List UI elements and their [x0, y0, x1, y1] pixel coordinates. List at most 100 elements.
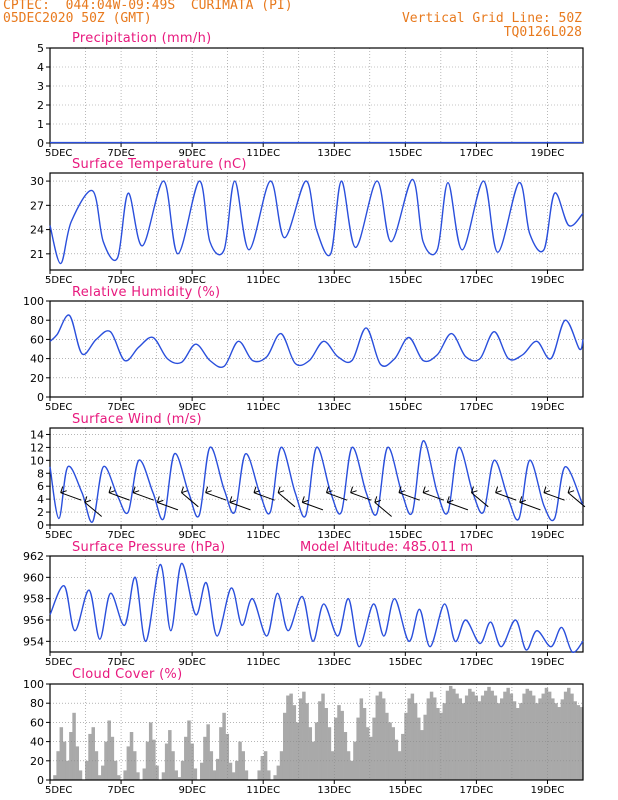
cloud-cover-bar — [203, 736, 207, 780]
cloud-cover-bar — [263, 751, 268, 780]
series-line — [49, 440, 584, 523]
cloud-cover-bar — [295, 722, 300, 780]
cloud-cover-bar — [136, 772, 140, 780]
cloud-cover-bar — [563, 691, 568, 780]
grid-line-note: Vertical Grid Line: 50Z — [401, 11, 582, 26]
series-line — [49, 178, 584, 265]
wind-arrow — [108, 492, 130, 501]
cloud-cover-bar — [289, 693, 293, 780]
x-tick-label: 11DEC — [246, 657, 280, 668]
cloud-cover-bar — [177, 777, 182, 780]
x-tick-label: 15DEC — [388, 402, 422, 413]
wind-arrowhead — [543, 486, 551, 494]
cloud-cover-bar — [222, 712, 226, 780]
cloud-cover-bar — [519, 703, 523, 780]
cloud-cover-bar — [110, 736, 115, 780]
x-tick-label: 17DEC — [460, 657, 494, 668]
cloud-cover-bar — [193, 768, 198, 780]
y-tick-label: 80 — [30, 697, 44, 710]
cloud-cover-bar — [97, 775, 102, 780]
cloud-cover-bar — [314, 722, 319, 780]
cloud-cover-bar — [522, 693, 526, 780]
cloud-cover-bar — [551, 698, 555, 780]
cloud-cover-bar — [484, 690, 488, 780]
cloud-cover-bar — [407, 698, 411, 780]
cloud-cover-bar — [324, 708, 328, 780]
cloud-cover-bar — [126, 746, 131, 780]
wind-arrow — [471, 492, 489, 508]
cloud-cover-bar — [123, 770, 127, 780]
cloud-cover-bar — [62, 741, 67, 780]
x-tick-label: 5DEC — [45, 657, 72, 668]
x-tick-label: 15DEC — [388, 657, 422, 668]
wind-arrow — [277, 492, 296, 508]
wind-arrowhead — [108, 486, 116, 494]
cloud-cover-bar — [212, 770, 217, 780]
panel-frame — [49, 427, 584, 526]
cloud-cover-bar — [576, 705, 581, 780]
cloud-cover-bar — [180, 760, 185, 780]
cloud-cover-bar — [164, 743, 169, 780]
x-tick-label: 7DEC — [107, 530, 134, 541]
x-tick-label: 15DEC — [388, 530, 422, 541]
cloud-cover-bar — [209, 751, 214, 780]
x-tick-label: 13DEC — [317, 402, 351, 413]
cloud-cover-bar — [436, 708, 440, 780]
cloud-cover-bar — [391, 727, 395, 780]
x-tick-label: 7DEC — [107, 657, 134, 668]
cloud-cover-bar — [528, 690, 533, 780]
y-tick-label: 1 — [37, 118, 44, 131]
cloud-cover-bar — [458, 698, 463, 780]
cloud-cover-bar — [464, 695, 469, 780]
cloud-cover-bar — [493, 695, 498, 780]
wind-arrowhead — [519, 496, 526, 503]
y-tick-label: 4 — [37, 493, 44, 506]
cloud-cover-bar — [117, 775, 121, 780]
cloud-cover-bar — [91, 727, 95, 780]
x-tick-label: 19DEC — [531, 402, 565, 413]
cloud-cover-bar — [129, 732, 134, 780]
cloud-cover-bar — [241, 751, 245, 780]
y-tick-label: 80 — [30, 314, 44, 327]
panel-0 — [46, 47, 584, 147]
wind-arrowhead — [325, 486, 333, 494]
panel-1 — [46, 172, 584, 274]
cloud-cover-bar — [298, 698, 303, 780]
wind-arrow — [447, 501, 469, 511]
y-tick-label: 6 — [37, 480, 44, 493]
cloud-cover-bar — [429, 691, 434, 780]
y-tick-label: 10 — [30, 454, 44, 467]
cloud-cover-bar — [480, 695, 485, 780]
y-tick-label: 3 — [37, 80, 44, 93]
cloud-cover-bar — [487, 686, 491, 780]
cloud-cover-bar — [292, 705, 297, 780]
cloud-cover-bar — [142, 768, 147, 780]
cloud-cover-bar — [573, 701, 577, 780]
x-tick-label: 11DEC — [246, 148, 280, 159]
cloud-cover-bar — [260, 756, 265, 780]
cloud-cover-bar — [337, 705, 341, 780]
x-tick-label: 13DEC — [317, 148, 351, 159]
y-tick-label: 2 — [37, 99, 44, 112]
cloud-cover-bar — [426, 698, 431, 780]
cloud-cover-bar — [273, 775, 277, 780]
x-tick-label: 15DEC — [388, 148, 422, 159]
model-id: TQ0126L028 — [503, 25, 582, 40]
cloud-cover-bar — [397, 751, 402, 780]
cloud-cover-bar — [59, 727, 64, 780]
cloud-cover-bar — [88, 733, 92, 780]
cloud-cover-bar — [65, 760, 70, 780]
wind-arrow — [350, 492, 372, 501]
wind-arrow — [181, 492, 199, 508]
wind-arrowhead — [470, 486, 478, 494]
cloud-cover-bar — [369, 736, 373, 780]
x-tick-label: 13DEC — [317, 275, 351, 286]
y-tick-label: 0 — [37, 774, 44, 787]
cloud-cover-bar — [152, 739, 156, 780]
x-tick-label: 7DEC — [107, 402, 134, 413]
cloud-cover-bar — [531, 695, 536, 780]
y-tick-label: 2 — [37, 506, 44, 519]
cloud-cover-bar — [279, 751, 284, 780]
cloud-cover-bar — [579, 707, 584, 780]
cloud-cover-bar — [311, 741, 316, 780]
